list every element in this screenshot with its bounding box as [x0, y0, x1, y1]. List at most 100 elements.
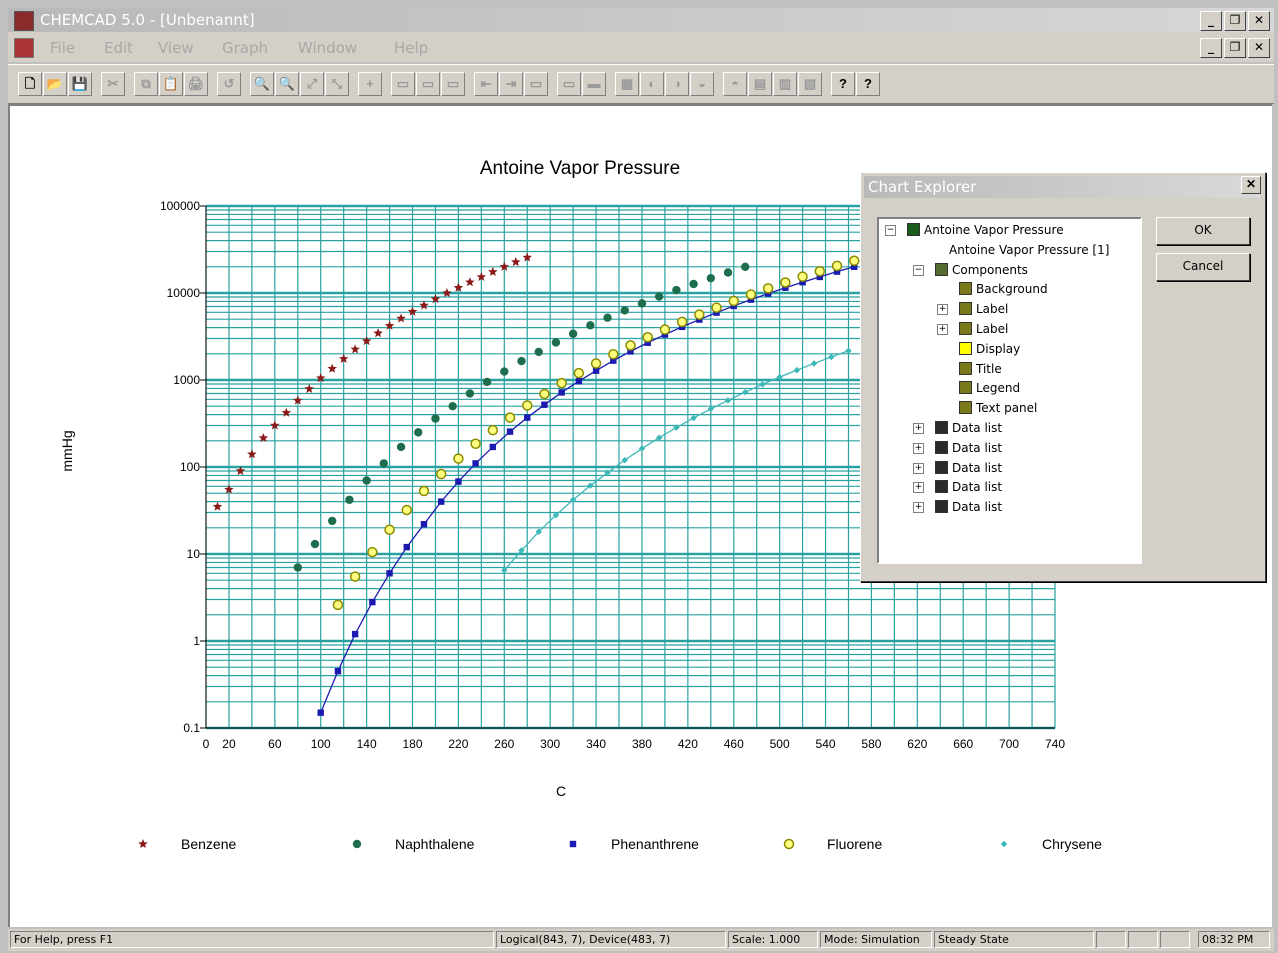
- expand-icon[interactable]: +: [913, 502, 924, 514]
- toolbar-button-14[interactable]: ▭: [416, 72, 440, 96]
- tree-node[interactable]: + Label: [937, 320, 1008, 338]
- toolbar-button-24[interactable]: ◒: [690, 72, 714, 96]
- toolbar-button-3[interactable]: ✂: [101, 72, 125, 96]
- tree-node-label: Title: [976, 361, 1002, 376]
- tree-node[interactable]: + Data list: [913, 439, 1002, 457]
- data-point-chrysene: [724, 397, 732, 404]
- expand-icon[interactable]: +: [937, 324, 948, 335]
- toolbar-button-16[interactable]: ⇤: [474, 72, 498, 96]
- tree-node[interactable]: Background: [959, 280, 1048, 298]
- toolbar-button-2[interactable]: 💾: [68, 72, 92, 96]
- menu-view[interactable]: View: [158, 39, 194, 57]
- dialog-close-button[interactable]: ✕: [1241, 176, 1261, 194]
- doc-restore-button[interactable]: ❐: [1224, 38, 1246, 58]
- data-point-naphthalene: [603, 313, 612, 322]
- expand-icon[interactable]: +: [913, 442, 924, 454]
- tree-node[interactable]: Legend: [959, 379, 1020, 397]
- app-icon[interactable]: [14, 11, 34, 31]
- data-point-naphthalene: [328, 516, 337, 526]
- status-panel-3: [1160, 931, 1190, 948]
- menu-help[interactable]: Help: [394, 39, 429, 57]
- minimize-button[interactable]: _: [1200, 11, 1222, 31]
- tree-node-label: Display: [976, 341, 1021, 356]
- maximize-button[interactable]: ❐: [1224, 11, 1246, 31]
- tree-node[interactable]: Title: [959, 360, 1002, 378]
- data-point-benzene: [350, 344, 360, 354]
- menu-graph[interactable]: Graph: [222, 39, 269, 57]
- doc-minimize-button[interactable]: _: [1200, 38, 1222, 58]
- toolbar-button-18[interactable]: ▭: [524, 72, 548, 96]
- data-point-naphthalene: [414, 428, 423, 437]
- tree-node[interactable]: − Components: [913, 261, 1028, 279]
- cancel-button[interactable]: Cancel: [1156, 253, 1250, 281]
- tree-node[interactable]: Antoine Vapor Pressure [1]: [931, 241, 1109, 259]
- x-tick-label: 20: [222, 737, 236, 751]
- expand-icon[interactable]: +: [913, 423, 924, 434]
- tree-node[interactable]: + Data list: [913, 419, 1002, 437]
- series-line-phenanthrene: [320, 266, 855, 713]
- data-point-chrysene: [569, 496, 577, 504]
- data-point-naphthalene: [293, 563, 302, 572]
- toolbar-button-25[interactable]: ◓: [723, 72, 747, 96]
- tree-node[interactable]: + Label: [937, 300, 1008, 318]
- data-point-phenanthrene: [558, 389, 565, 396]
- tree-node[interactable]: + Data list: [913, 498, 1002, 516]
- document-icon[interactable]: [14, 38, 34, 58]
- menu-file[interactable]: File: [50, 39, 76, 57]
- toolbar-button-7[interactable]: ↺: [217, 72, 241, 96]
- toolbar-button-6[interactable]: 🖨: [184, 72, 208, 96]
- doc-close-button[interactable]: ✕: [1248, 38, 1270, 58]
- collapse-icon[interactable]: −: [913, 264, 924, 276]
- toolbar-button-17[interactable]: ⇥: [499, 72, 523, 96]
- tree-node-label: Antoine Vapor Pressure [1]: [949, 242, 1110, 257]
- toolbar-button-4[interactable]: ⧉: [134, 72, 158, 96]
- data-point-phenanthrene: [403, 543, 410, 551]
- toolbar-button-20[interactable]: ▬: [582, 72, 606, 96]
- tree-node[interactable]: − Antoine Vapor Pressure: [885, 221, 1064, 239]
- toolbar-button-1[interactable]: 📂: [43, 72, 67, 96]
- ok-button[interactable]: OK: [1156, 217, 1250, 245]
- menu-window[interactable]: Window: [298, 39, 358, 57]
- toolbar-button-28[interactable]: ▧: [798, 72, 822, 96]
- tree-node[interactable]: Text panel: [959, 399, 1037, 417]
- toolbar-button-23[interactable]: ◑: [665, 72, 689, 96]
- data-point-benzene: [373, 328, 383, 338]
- data-point-benzene: [361, 336, 372, 346]
- tree-node-label: Components: [952, 262, 1028, 277]
- toolbar-button-5[interactable]: 📋: [159, 72, 183, 96]
- toolbar-button-27[interactable]: ▥: [773, 72, 797, 96]
- close-button[interactable]: ✕: [1248, 11, 1270, 31]
- toolbar-button-11[interactable]: ⤡: [325, 72, 349, 96]
- y-tick-label: 0.1: [183, 721, 200, 735]
- data-point-fluorene: [780, 277, 791, 288]
- toolbar-button-26[interactable]: ▤: [748, 72, 772, 96]
- menu-edit[interactable]: Edit: [104, 39, 134, 57]
- toolbar-button-10[interactable]: ⤢: [300, 72, 324, 96]
- dialog-title: Chart Explorer: [864, 176, 1260, 198]
- tree-node[interactable]: Display: [959, 340, 1020, 358]
- toolbar-button-22[interactable]: ◐: [640, 72, 664, 96]
- expand-icon[interactable]: +: [913, 462, 924, 474]
- toolbar-button-13[interactable]: ▭: [391, 72, 415, 96]
- tree-node[interactable]: + Data list: [913, 459, 1002, 477]
- data-point-naphthalene: [448, 401, 457, 411]
- y-axis-label: mmHg: [59, 430, 75, 471]
- toolbar-button-0[interactable]: 🗋: [18, 72, 42, 96]
- y-tick-label: 10000: [167, 286, 201, 300]
- toolbar-button-12[interactable]: +: [358, 72, 382, 96]
- toolbar-button-29[interactable]: ?: [831, 72, 855, 96]
- toolbar-button-30[interactable]: ?: [856, 72, 880, 96]
- legend-label: Naphthalene: [395, 836, 475, 852]
- data-point-fluorene: [367, 546, 378, 558]
- expand-icon[interactable]: +: [913, 482, 924, 494]
- toolbar-button-15[interactable]: ▭: [441, 72, 465, 96]
- toolbar-button-8[interactable]: 🔍: [250, 72, 274, 96]
- toolbar-button-9[interactable]: 🔍: [275, 72, 299, 96]
- toolbar-button-19[interactable]: ▭: [557, 72, 581, 96]
- component-tree[interactable]: − Antoine Vapor Pressure Antoine Vapor Pre…: [877, 217, 1142, 564]
- expand-icon[interactable]: +: [937, 304, 948, 316]
- toolbar-button-21[interactable]: ▦: [615, 72, 639, 96]
- status-panel-1: [1096, 931, 1126, 948]
- collapse-icon[interactable]: −: [885, 225, 896, 236]
- tree-node[interactable]: + Data list: [913, 478, 1002, 496]
